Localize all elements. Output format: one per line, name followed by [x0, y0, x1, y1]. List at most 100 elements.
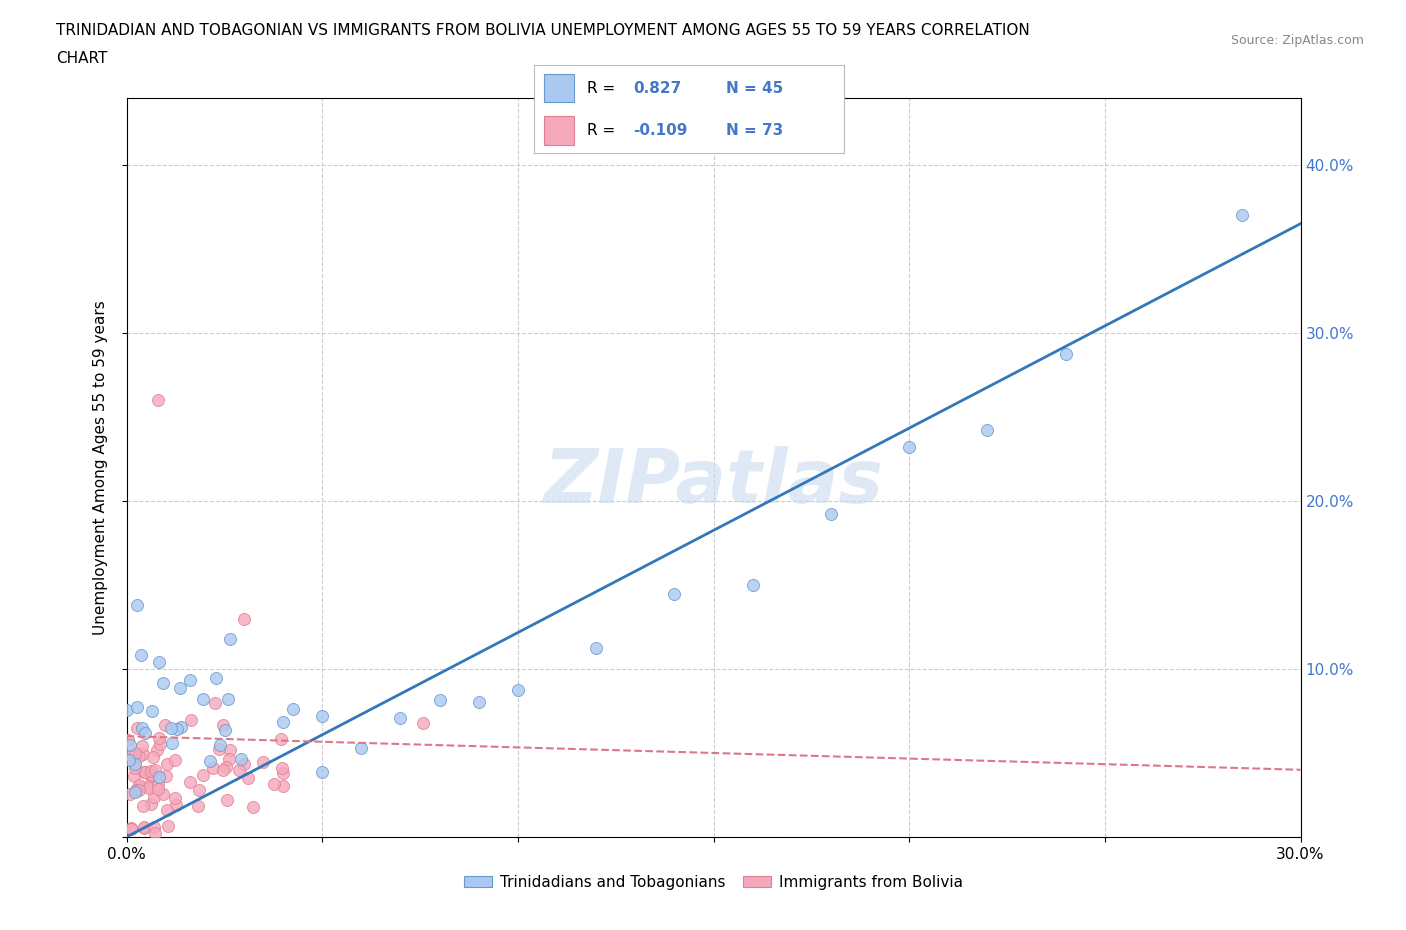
Point	[204, 696, 226, 711]
Point	[160, 721, 183, 736]
Point	[228, 763, 250, 777]
Point	[115, 703, 138, 718]
Point	[188, 782, 211, 797]
Point	[128, 749, 150, 764]
Point	[148, 777, 170, 791]
Point	[219, 743, 242, 758]
Point	[271, 714, 294, 729]
Point	[169, 680, 191, 695]
Point	[170, 720, 193, 735]
Point	[252, 754, 274, 769]
Point	[165, 798, 187, 813]
Point	[120, 822, 142, 837]
Point	[218, 751, 240, 766]
Point	[229, 751, 252, 766]
Point	[127, 699, 149, 714]
Point	[233, 757, 256, 772]
Point	[142, 750, 165, 764]
Point	[124, 757, 146, 772]
Point	[148, 737, 170, 751]
Point	[146, 743, 169, 758]
Point	[1054, 347, 1077, 362]
Point	[165, 790, 187, 805]
Point	[156, 803, 179, 817]
Point	[132, 819, 155, 834]
Point	[148, 731, 170, 746]
Text: CHART: CHART	[56, 51, 108, 66]
Point	[132, 747, 155, 762]
Point	[128, 782, 150, 797]
Point	[134, 764, 156, 779]
Point	[117, 752, 139, 767]
Point	[157, 818, 180, 833]
Point	[136, 778, 159, 793]
Point	[232, 611, 256, 626]
Text: -0.109: -0.109	[633, 123, 688, 138]
Point	[191, 767, 214, 782]
Point	[139, 768, 162, 783]
Point	[664, 587, 686, 602]
Text: Source: ZipAtlas.com: Source: ZipAtlas.com	[1230, 34, 1364, 47]
Point	[212, 763, 235, 777]
Point	[139, 764, 162, 778]
Point	[209, 737, 232, 752]
Point	[1230, 207, 1253, 222]
Point	[187, 799, 209, 814]
Point	[165, 752, 187, 767]
Point	[124, 761, 146, 776]
Point	[271, 761, 294, 776]
Point	[215, 792, 238, 807]
Point	[217, 691, 239, 706]
Point	[132, 799, 155, 814]
Point	[124, 785, 146, 800]
Point	[242, 799, 264, 814]
Point	[148, 655, 170, 670]
Text: R =: R =	[586, 123, 620, 138]
Point	[141, 703, 163, 718]
Point	[148, 769, 170, 784]
Point	[132, 820, 155, 835]
Point	[131, 721, 153, 736]
Point	[142, 790, 165, 804]
Point	[898, 439, 921, 454]
Point	[820, 506, 842, 521]
Point	[162, 736, 184, 751]
Point	[219, 631, 242, 646]
Point	[389, 711, 412, 725]
Point	[263, 777, 285, 791]
Point	[412, 715, 434, 730]
Point	[467, 695, 489, 710]
FancyBboxPatch shape	[544, 74, 575, 102]
Point	[155, 769, 177, 784]
Point	[585, 641, 607, 656]
Point	[153, 717, 176, 732]
Point	[215, 759, 238, 774]
Point	[311, 709, 333, 724]
Point	[156, 756, 179, 771]
Y-axis label: Unemployment Among Ages 55 to 59 years: Unemployment Among Ages 55 to 59 years	[93, 300, 108, 634]
Point	[141, 767, 163, 782]
Point	[976, 423, 998, 438]
Text: TRINIDADIAN AND TOBAGONIAN VS IMMIGRANTS FROM BOLIVIA UNEMPLOYMENT AMONG AGES 55: TRINIDADIAN AND TOBAGONIAN VS IMMIGRANTS…	[56, 23, 1031, 38]
Point	[350, 740, 373, 755]
Legend: Trinidadians and Tobagonians, Immigrants from Bolivia: Trinidadians and Tobagonians, Immigrants…	[458, 869, 969, 896]
Point	[191, 692, 214, 707]
Text: N = 45: N = 45	[725, 81, 783, 96]
Point	[236, 770, 259, 785]
Point	[271, 765, 294, 780]
Point	[179, 673, 201, 688]
Text: N = 73: N = 73	[725, 123, 783, 138]
Point	[152, 675, 174, 690]
Text: ZIPatlas: ZIPatlas	[544, 445, 883, 519]
Point	[179, 775, 201, 790]
Point	[200, 753, 222, 768]
Point	[134, 725, 156, 740]
Point	[132, 764, 155, 779]
Point	[166, 722, 188, 737]
Point	[143, 826, 166, 841]
Point	[180, 712, 202, 727]
Point	[127, 721, 149, 736]
Point	[124, 746, 146, 761]
Point	[118, 737, 141, 752]
Point	[212, 718, 235, 733]
